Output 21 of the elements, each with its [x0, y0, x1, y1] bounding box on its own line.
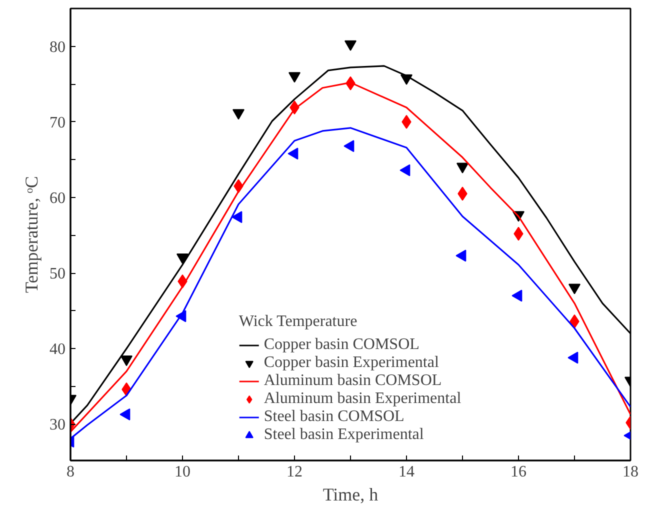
x-tick-label: 16	[510, 464, 526, 480]
y-tick-label: 80	[50, 38, 66, 56]
y-tick-label: 70	[50, 114, 66, 132]
x-tick-label: 8	[66, 464, 74, 480]
legend-label: Copper basin COMSOL	[264, 336, 420, 354]
legend-label: Steel basin COMSOL	[264, 408, 404, 426]
x-tick-label: 10	[174, 464, 190, 480]
y-tick-label: 50	[50, 266, 66, 283]
x-axis-title: Time, h	[322, 484, 378, 504]
legend-label: Aluminum basin Experimental	[264, 390, 462, 408]
x-tick-label: 18	[622, 464, 638, 480]
legend-label: Copper basin Experimental	[264, 354, 439, 372]
y-tick-label: 60	[50, 190, 66, 207]
y-tick-label: 40	[50, 341, 66, 358]
x-tick-label: 12	[286, 464, 302, 480]
y-tick-label: 30	[50, 416, 66, 434]
legend-title: Wick Temperature	[238, 313, 358, 331]
legend-label: Steel basin Experimental	[264, 426, 424, 444]
x-tick-label: 14	[398, 464, 414, 480]
y-axis-title: Temperature, ᵒC	[22, 176, 42, 293]
legend-label: Aluminum basin COMSOL	[264, 372, 442, 390]
